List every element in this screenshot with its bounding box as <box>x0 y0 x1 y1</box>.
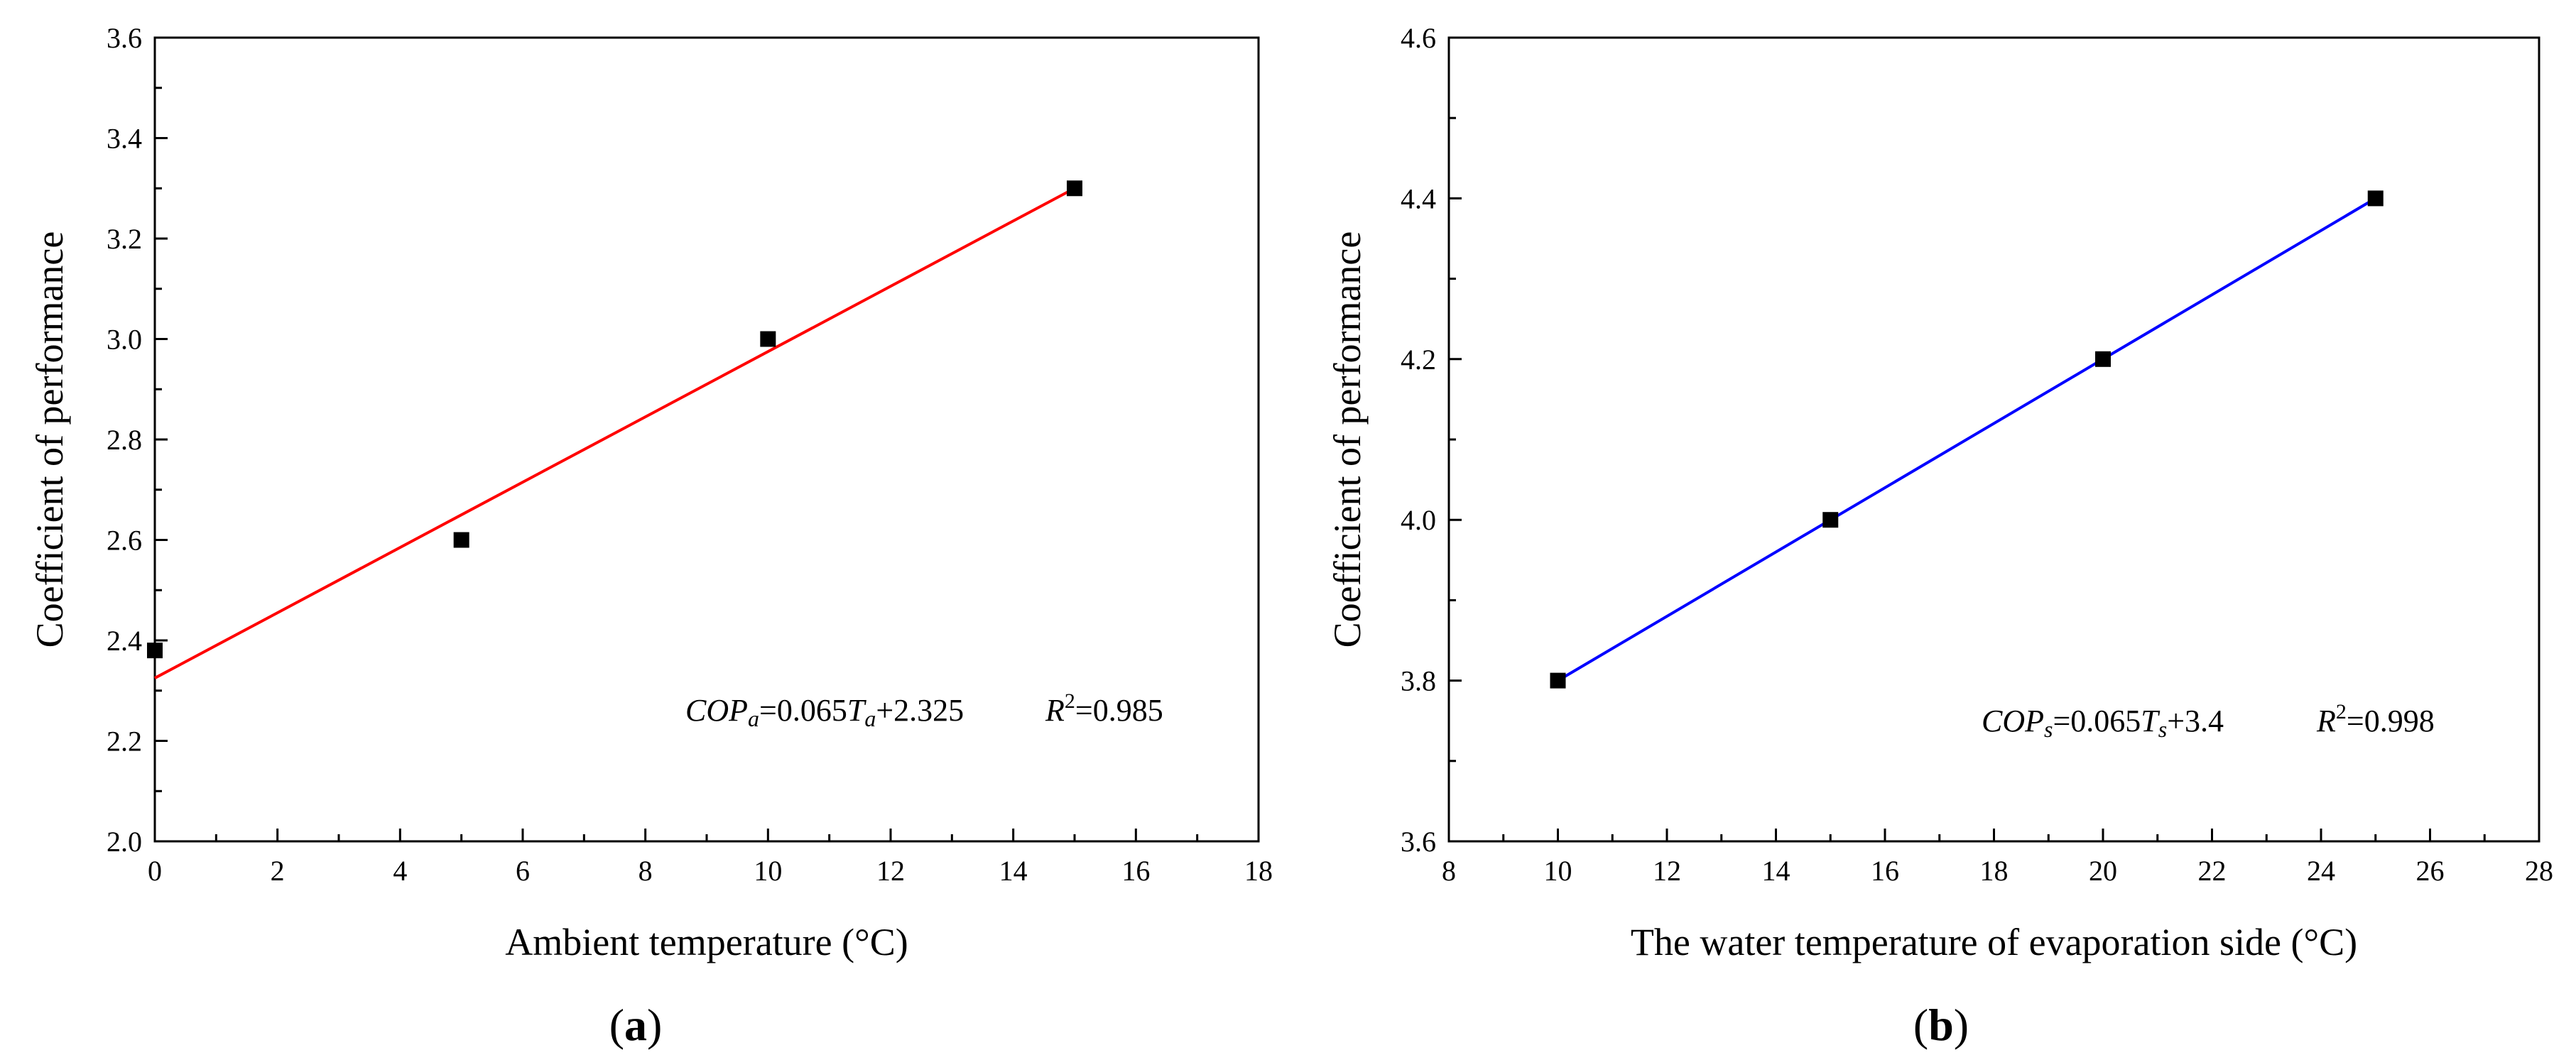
y-tick-label: 4.2 <box>1401 344 1436 376</box>
data-point <box>1067 180 1082 197</box>
x-tick-label: 12 <box>1653 855 1681 887</box>
r-squared: R2=0.985 <box>1045 689 1163 728</box>
chart-panel-b: 8 10 12 14 16 18 20 22 24 26 28 3.6 3.8 4.0 4.2 4.4 4.6 C… <box>1326 22 2553 1050</box>
y-axis-title: Coefficient of performance <box>28 231 71 648</box>
y-tick-label: 4.0 <box>1401 504 1436 536</box>
y-tick-label: 3.6 <box>107 22 142 54</box>
x-tick-label: 20 <box>2089 855 2117 887</box>
y-tick-label: 3.8 <box>1401 665 1436 697</box>
x-tick-label: 18 <box>1980 855 2009 887</box>
x-tick-label: 0 <box>148 855 162 887</box>
y-tick-label: 3.0 <box>107 324 142 356</box>
data-point <box>1822 512 1839 528</box>
y-tick-label: 4.6 <box>1401 22 1436 54</box>
fit-equation: COPs=0.065Ts+3.4 <box>1982 704 2224 742</box>
x-tick-label: 16 <box>1871 855 1899 887</box>
y-tick-label: 3.4 <box>107 123 142 155</box>
fit-line <box>1557 197 2376 682</box>
x-axis-title: The water temperature of evaporation sid… <box>1631 921 2357 963</box>
y-tick-label: 2.2 <box>107 726 142 758</box>
x-tick-label: 28 <box>2525 855 2553 887</box>
x-tick-label: 18 <box>1244 855 1273 887</box>
y-axis-title: Coefficient of performance <box>1326 231 1369 648</box>
data-point <box>1550 672 1566 689</box>
data-point <box>453 532 469 548</box>
data-point <box>2095 351 2111 367</box>
x-tick-label: 2 <box>271 855 285 887</box>
y-tick-label: 3.2 <box>107 223 142 255</box>
data-point <box>760 331 776 347</box>
x-tick-label: 16 <box>1121 855 1150 887</box>
x-tick-label: 14 <box>999 855 1028 887</box>
x-tick-label: 10 <box>1544 855 1572 887</box>
x-tick-label: 8 <box>638 855 653 887</box>
y-tick-label: 2.6 <box>107 525 142 557</box>
x-tick-label: 14 <box>1762 855 1790 887</box>
y-tick-label: 2.0 <box>107 826 142 858</box>
panel-label: (b) <box>1913 1000 1969 1050</box>
x-tick-label: 22 <box>2198 855 2227 887</box>
panel-label: (a) <box>609 1000 663 1050</box>
y-tick-label: 2.8 <box>107 424 142 456</box>
data-point <box>147 643 163 659</box>
x-tick-label: 8 <box>1442 855 1456 887</box>
data-point <box>2367 190 2384 207</box>
x-tick-label: 24 <box>2307 855 2335 887</box>
fit-equation: COPa=0.065Ta+2.325 <box>685 693 964 731</box>
fit-line <box>154 187 1075 679</box>
x-tick-label: 6 <box>516 855 530 887</box>
r-squared: R2=0.998 <box>2316 700 2435 738</box>
y-tick-label: 2.4 <box>107 625 142 657</box>
x-tick-label: 10 <box>754 855 782 887</box>
x-tick-label: 12 <box>876 855 905 887</box>
y-tick-label: 3.6 <box>1401 826 1436 858</box>
x-tick-label: 4 <box>393 855 407 887</box>
x-axis-title: Ambient temperature (°C) <box>505 921 908 963</box>
x-tick-label: 26 <box>2416 855 2445 887</box>
chart-panel-a: 0 2 4 6 8 10 12 14 16 18 2.0 2.2 2.4 2.6 2.8 3.0 3.2 3.4 3… <box>28 22 1273 1050</box>
y-tick-label: 4.4 <box>1401 182 1436 214</box>
